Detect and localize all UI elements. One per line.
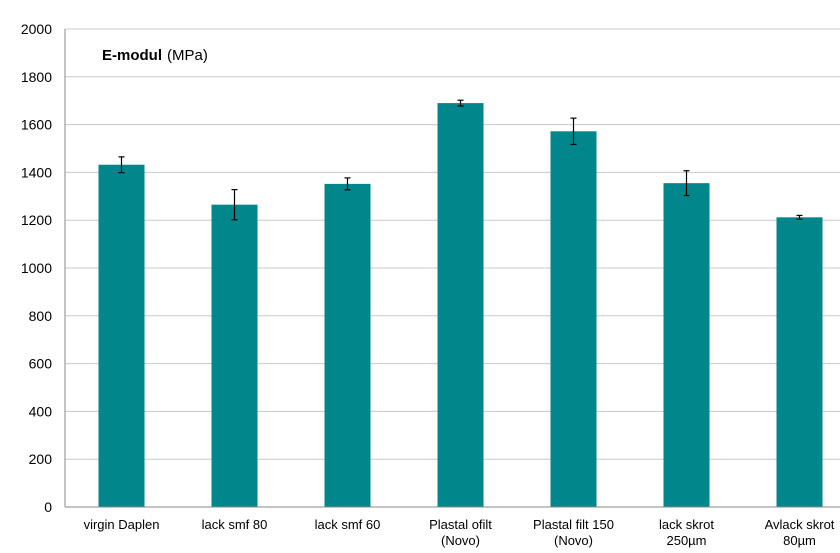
bar [777,217,823,507]
y-tick-label: 800 [29,308,53,324]
chart-title: E-modul (MPa) [102,47,208,64]
bar [664,183,710,507]
x-tick-label: Avlack skrot 80µm [765,517,835,548]
x-axis-labels: virgin Daplen lack smf 80 lack smf 60 Plast… [84,517,835,548]
bar [325,184,371,507]
y-tick-label: 400 [29,403,53,419]
x-tick-label: lack skrot 250µm [659,517,714,548]
y-tick-label: 1400 [21,164,52,180]
x-tick-label: Plastal filt 150 (Novo) [533,517,614,548]
y-axis-ticks: 0 200 400 600 800 1000 1200 1400 1600 1800 2000 [21,21,52,515]
bar [212,205,258,507]
y-tick-label: 200 [29,451,53,467]
x-tick-label: virgin Daplen [84,517,160,532]
bar [438,103,484,507]
y-tick-label: 600 [29,356,53,372]
y-tick-label: 1600 [21,117,52,133]
x-tick-label: lack smf 60 [315,517,381,532]
y-tick-label: 1200 [21,212,52,228]
bars [99,103,823,507]
y-tick-label: 0 [44,499,52,515]
chart-title-unit: (MPa) [167,47,208,64]
y-tick-label: 1000 [21,260,52,276]
bar [99,165,145,507]
x-tick-label: lack smf 80 [202,517,268,532]
x-tick-label: Plastal ofilt (Novo) [429,517,492,548]
bar [551,131,597,507]
y-tick-label: 1800 [21,69,52,85]
chart-title-main: E-modul [102,47,162,64]
y-tick-label: 2000 [21,21,52,37]
